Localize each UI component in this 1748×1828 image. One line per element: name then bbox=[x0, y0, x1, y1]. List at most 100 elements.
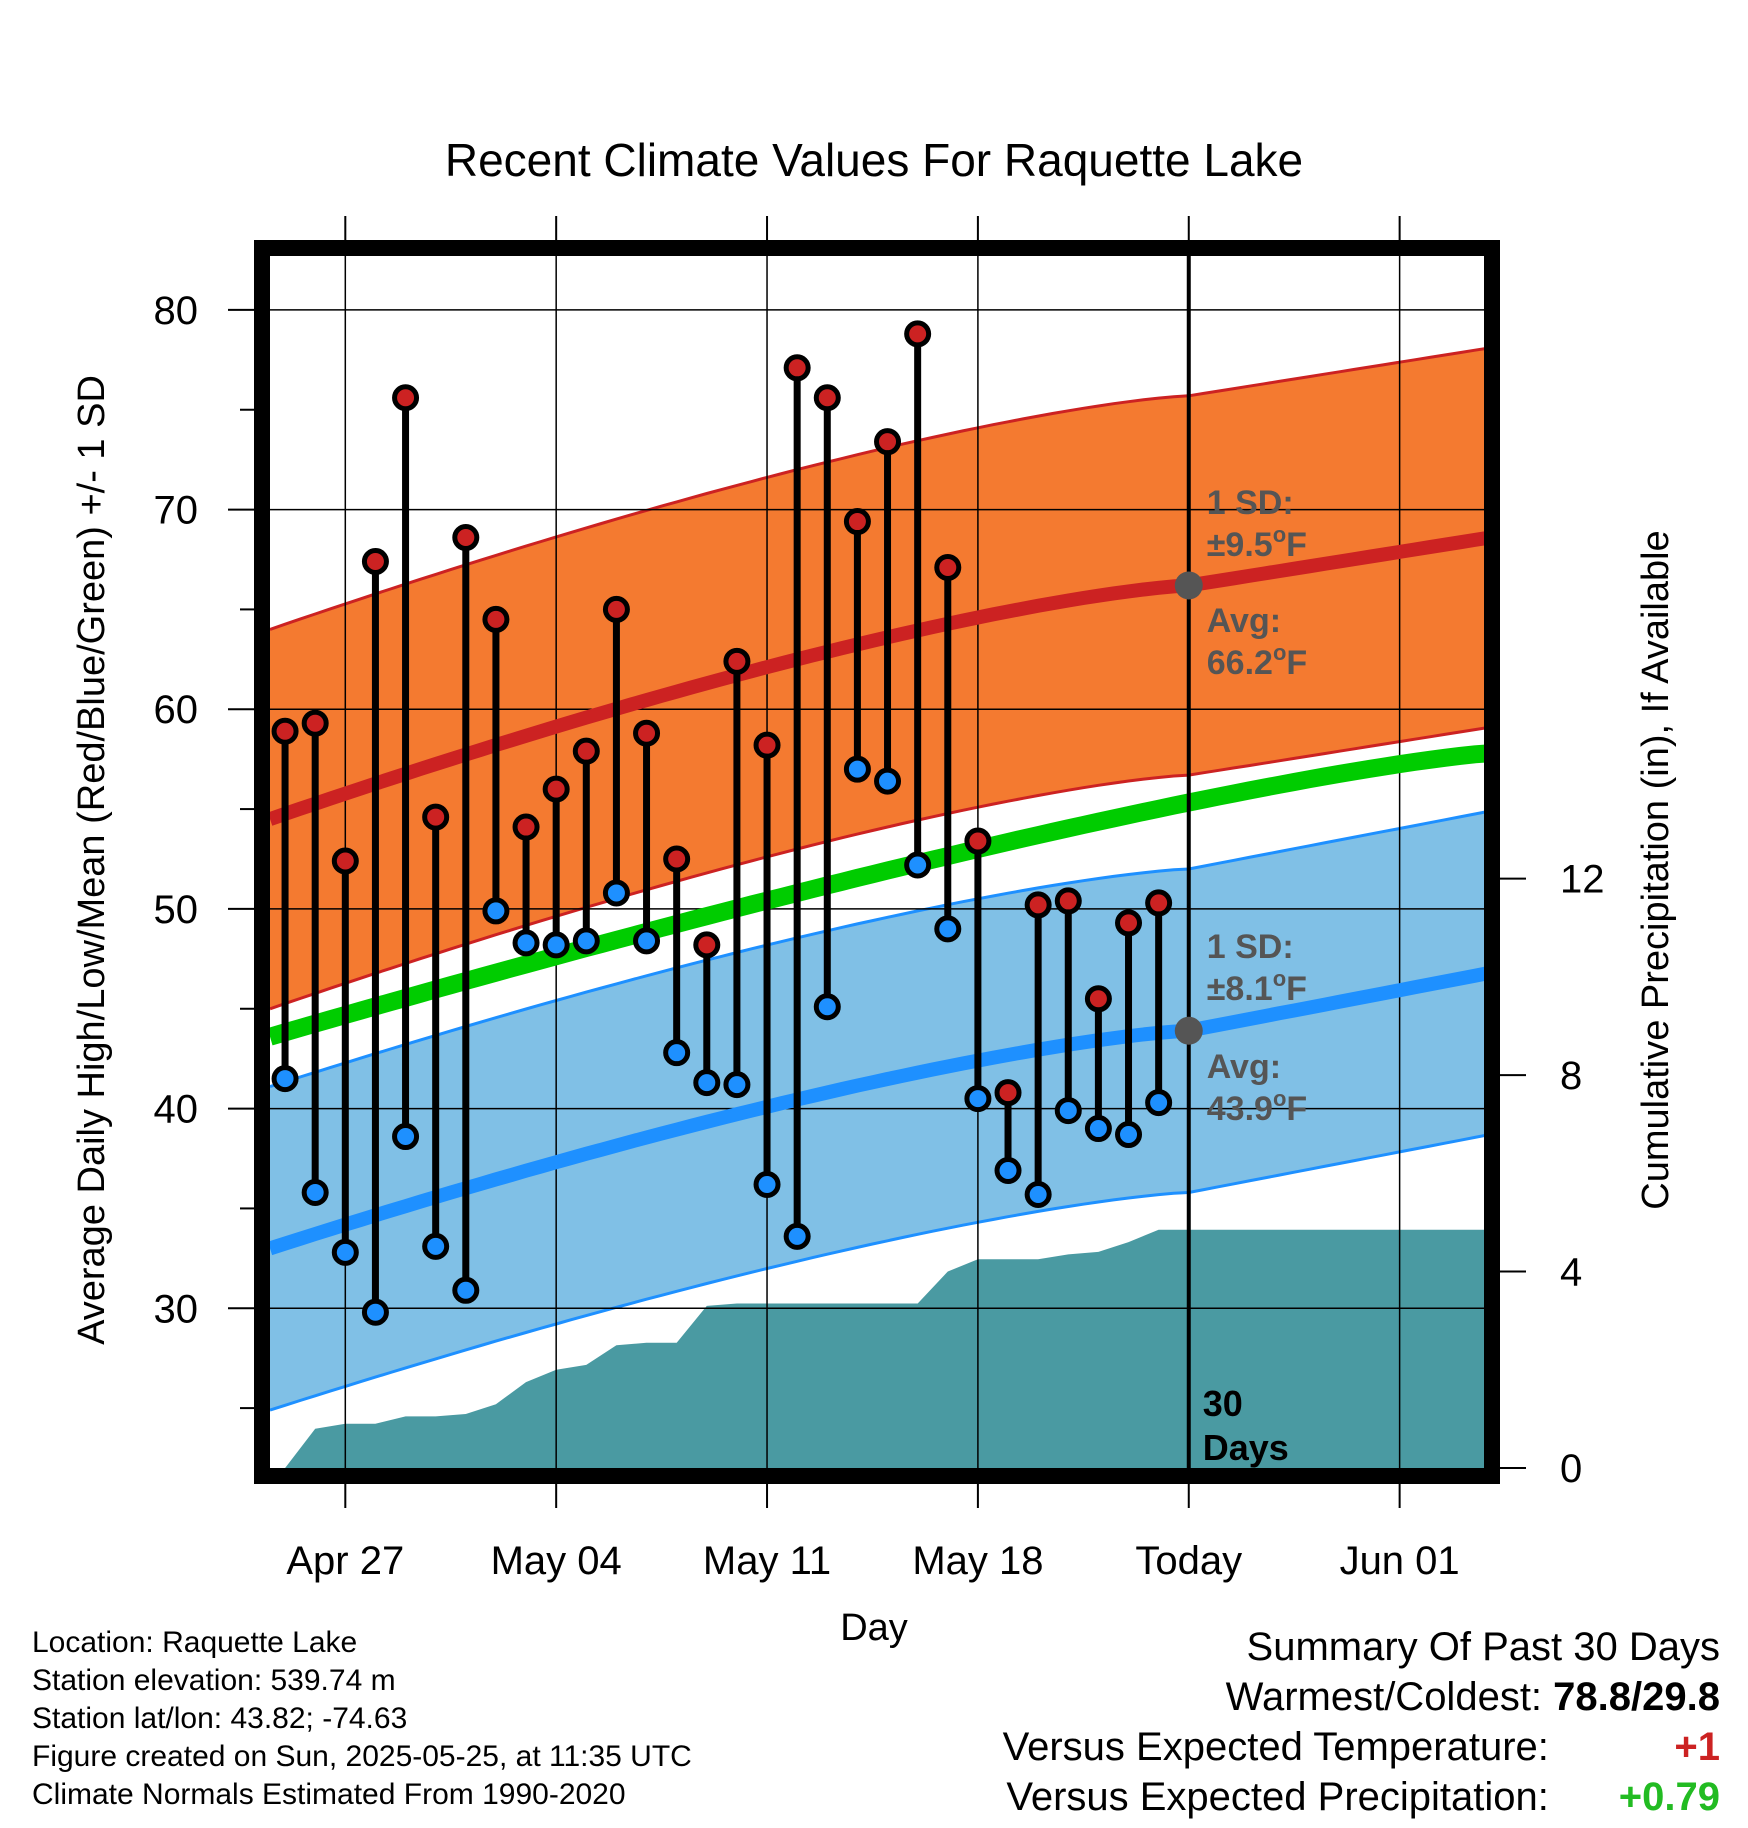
daily-high-point bbox=[663, 845, 691, 873]
daily-low-point bbox=[753, 1170, 781, 1198]
daily-low-point bbox=[994, 1156, 1022, 1184]
high-avg-label: Avg: bbox=[1207, 602, 1281, 640]
summary-panel: Summary Of Past 30 Days Warmest/Coldest:… bbox=[1003, 1622, 1720, 1822]
daily-high-point bbox=[512, 813, 540, 841]
daily-high-point bbox=[422, 803, 450, 831]
daily-high-point bbox=[1115, 909, 1143, 937]
daily-low-point bbox=[422, 1232, 450, 1260]
daily-low-point bbox=[301, 1178, 329, 1206]
daily-high-point bbox=[1024, 891, 1052, 919]
daily-low-point bbox=[934, 915, 962, 943]
daily-low-point bbox=[1115, 1121, 1143, 1149]
daily-high-point bbox=[301, 709, 329, 737]
daily-low-point bbox=[361, 1298, 389, 1326]
daily-high-point bbox=[904, 320, 932, 348]
x-tick-label: May 11 bbox=[703, 1539, 831, 1583]
daily-low-point bbox=[1054, 1097, 1082, 1125]
summary-heading: Summary Of Past 30 Days bbox=[1246, 1625, 1720, 1669]
daily-high-point bbox=[813, 384, 841, 412]
high-sd-band bbox=[270, 347, 1490, 1009]
low-sd-value: ±8.1oF bbox=[1207, 966, 1307, 1008]
normal-average-lines bbox=[270, 530, 1490, 1256]
daily-high-point bbox=[271, 717, 299, 745]
daily-low-point bbox=[572, 927, 600, 955]
daily-high-point bbox=[783, 354, 811, 382]
daily-high-point bbox=[331, 847, 359, 875]
days-count-label: 30 bbox=[1203, 1383, 1243, 1424]
warm-cold-value: 78.8/29.8 bbox=[1553, 1675, 1720, 1719]
today-low-avg-marker bbox=[1174, 1016, 1203, 1045]
daily-high-point bbox=[753, 731, 781, 759]
daily-low-point bbox=[271, 1065, 299, 1093]
daily-high-point bbox=[392, 384, 420, 412]
daily-low-point bbox=[904, 851, 932, 879]
daily-low-point bbox=[843, 755, 871, 783]
daily-low-point bbox=[392, 1123, 420, 1151]
today-high-avg-marker bbox=[1174, 571, 1203, 600]
normal-high-average-line bbox=[270, 530, 1490, 826]
daily-low-point bbox=[1145, 1089, 1173, 1117]
daily-low-point bbox=[874, 767, 902, 795]
y-left-tick-label: 30 bbox=[154, 1287, 199, 1331]
high-avg-value: 66.2oF bbox=[1207, 640, 1307, 682]
latlon-line: Station lat/lon: 43.82; -74.63 bbox=[32, 1702, 408, 1735]
daily-high-point bbox=[994, 1079, 1022, 1107]
daily-high-point bbox=[602, 595, 630, 623]
precipitation-area bbox=[270, 1229, 1490, 1468]
cumulative-precip-area bbox=[270, 1229, 1490, 1468]
station-info: Location: Raquette Lake Station elevatio… bbox=[32, 1624, 692, 1814]
plot-frame bbox=[254, 240, 1500, 1484]
daily-high-point bbox=[482, 605, 510, 633]
y-right-tick-label: 4 bbox=[1560, 1251, 1582, 1295]
x-tick-label: Jun 01 bbox=[1340, 1539, 1460, 1583]
daily-low-point bbox=[964, 1085, 992, 1113]
daily-low-point bbox=[633, 927, 661, 955]
precip-value: +0.79 bbox=[1618, 1775, 1720, 1819]
daily-low-point bbox=[723, 1071, 751, 1099]
y-left-tick-label: 40 bbox=[154, 1088, 199, 1132]
daily-high-point bbox=[693, 931, 721, 959]
y-axis-left-label: Average Daily High/Low/Mean (Red/Blue/Gr… bbox=[71, 375, 113, 1345]
low-sd-band bbox=[270, 811, 1490, 1411]
daily-low-point bbox=[813, 993, 841, 1021]
daily-low-point bbox=[602, 879, 630, 907]
temp-value: +1 bbox=[1674, 1725, 1720, 1769]
daily-high-point bbox=[723, 647, 751, 675]
chart-title: Recent Climate Values For Raquette Lake bbox=[445, 134, 1303, 186]
low-avg-label: Avg: bbox=[1207, 1048, 1281, 1086]
daily-observations bbox=[271, 320, 1173, 1326]
daily-low-point bbox=[482, 897, 510, 925]
x-tick-label: Today bbox=[1135, 1539, 1242, 1583]
location-line: Location: Raquette Lake bbox=[32, 1626, 358, 1659]
high-lower-sd-line bbox=[270, 725, 1490, 1011]
y-right-tick-label: 0 bbox=[1560, 1447, 1582, 1491]
daily-high-point bbox=[572, 737, 600, 765]
daily-high-point bbox=[934, 553, 962, 581]
y-left-tick-label: 50 bbox=[154, 888, 199, 932]
daily-high-point bbox=[843, 508, 871, 536]
precip-row: Versus Expected Precipitation: +0.79 bbox=[1003, 1772, 1720, 1822]
y-right-tick-label: 12 bbox=[1560, 858, 1605, 902]
elevation-line: Station elevation: 539.74 m bbox=[32, 1664, 396, 1697]
low-upper-sd-line bbox=[270, 809, 1490, 1089]
normal-low-average-line bbox=[270, 965, 1490, 1256]
x-tick-label: May 04 bbox=[491, 1539, 622, 1583]
precip-label: Versus Expected Precipitation: bbox=[1006, 1775, 1549, 1819]
daily-low-point bbox=[1024, 1180, 1052, 1208]
y-left-tick-label: 80 bbox=[154, 289, 199, 333]
normal-mean-line bbox=[270, 744, 1490, 1046]
temp-label: Versus Expected Temperature: bbox=[1002, 1725, 1549, 1769]
x-tick-label: Apr 27 bbox=[286, 1539, 404, 1583]
warm-cold-label: Warmest/Coldest: bbox=[1225, 1675, 1543, 1719]
y-left-tick-label: 60 bbox=[154, 688, 199, 732]
daily-high-point bbox=[964, 827, 992, 855]
daily-low-point bbox=[663, 1039, 691, 1067]
daily-high-point bbox=[452, 524, 480, 552]
daily-low-point bbox=[452, 1276, 480, 1304]
daily-low-point bbox=[1084, 1115, 1112, 1143]
daily-high-point bbox=[361, 547, 389, 575]
daily-low-point bbox=[542, 931, 570, 959]
daily-high-point bbox=[542, 775, 570, 803]
